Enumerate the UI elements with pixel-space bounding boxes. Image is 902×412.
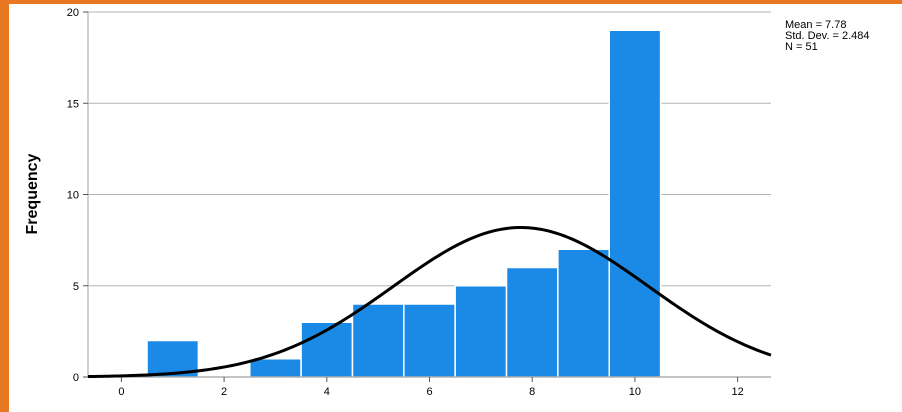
y-axis-label: Frequency [24,153,41,235]
x-tick-label: 6 [426,386,432,398]
histogram-bar [351,303,405,378]
x-tick-label: 10 [629,386,641,398]
y-tick-label: 10 [67,190,79,202]
histogram-bar [557,248,610,378]
n-label: N = 51 [785,41,818,53]
histogram-bar [454,285,508,378]
x-tick-label: 0 [118,386,124,398]
y-tick-label: 5 [73,281,79,293]
x-tick-label: 2 [221,386,227,398]
histogram-bar [403,303,456,378]
std-dev-label: Std. Dev. = 2.484 [785,30,870,42]
y-tick-label: 15 [67,98,79,110]
y-tick-label: 0 [73,372,79,384]
histogram-bar [249,358,302,378]
x-tick-label: 12 [731,386,743,398]
histogram-bar [608,29,662,378]
histogram-bar [505,266,559,378]
chart-frame: 0 5 10 15 20 0 2 4 6 8 10 12 Frequency Mean = 7.78 … [9,4,902,412]
x-tick-label: 8 [529,386,535,398]
normal-curve [87,226,772,379]
y-tick-label: 20 [67,7,79,19]
x-tick-label: 4 [324,386,330,398]
histogram-chart: 0 5 10 15 20 0 2 4 6 8 10 12 [67,7,772,398]
mean-label: Mean = 7.78 [785,19,847,31]
stats-legend: Mean = 7.78 Std. Dev. = 2.484 N = 51 [785,20,870,53]
